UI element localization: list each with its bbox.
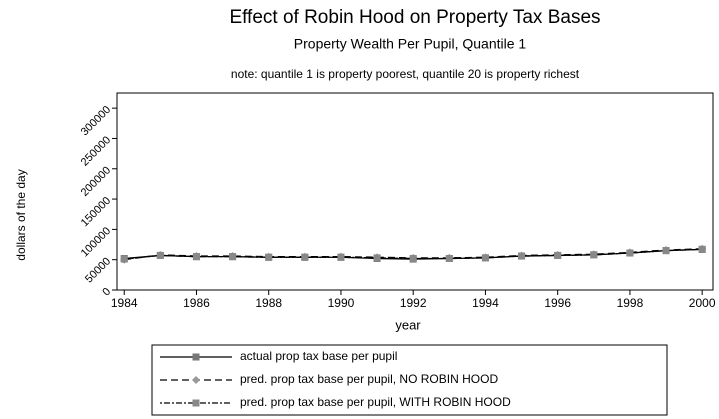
marker (120, 255, 128, 263)
marker (156, 251, 164, 259)
x-tick-label: 1986 (183, 296, 210, 310)
marker (409, 254, 417, 262)
legend-label: pred. prop tax base per pupil, NO ROBIN … (240, 372, 498, 386)
marker (192, 253, 200, 261)
marker (590, 251, 598, 259)
marker (554, 251, 562, 259)
marker (662, 247, 670, 255)
marker (229, 253, 237, 261)
y-tick-label: 150000 (79, 195, 113, 229)
marker (698, 245, 706, 253)
marker (192, 353, 200, 361)
chart-note: note: quantile 1 is property poorest, qu… (231, 67, 580, 81)
marker (192, 399, 200, 407)
y-tick-label: 300000 (79, 104, 113, 138)
y-tick-label: 200000 (79, 164, 113, 198)
x-tick-label: 2000 (689, 296, 716, 310)
chart-title: Effect of Robin Hood on Property Tax Bas… (229, 7, 600, 28)
x-tick-label: 1990 (328, 296, 355, 310)
chart-subtitle: Property Wealth Per Pupil, Quantile 1 (294, 36, 527, 52)
x-tick-label: 1988 (255, 296, 282, 310)
marker (265, 253, 273, 261)
y-tick-label: 100000 (79, 225, 113, 259)
marker (301, 253, 309, 261)
y-tick-label: 250000 (79, 134, 113, 168)
legend-label: pred. prop tax base per pupil, WITH ROBI… (240, 395, 511, 409)
x-tick-label: 1992 (400, 296, 427, 310)
legend-label: actual prop tax base per pupil (240, 349, 397, 363)
marker (445, 254, 453, 262)
legend-box (151, 344, 668, 416)
marker (481, 254, 489, 262)
x-tick-label: 1996 (544, 296, 571, 310)
marker (337, 253, 345, 261)
y-axis-label: dollars of the day (14, 169, 28, 260)
x-axis-label: year (395, 317, 421, 332)
marker (373, 254, 381, 262)
marker (626, 249, 634, 257)
x-tick-label: 1994 (472, 296, 499, 310)
x-tick-label: 1998 (617, 296, 644, 310)
plot-frame (116, 92, 714, 291)
marker (518, 252, 526, 260)
y-tick-label: 50000 (83, 255, 113, 285)
x-tick-label: 1984 (111, 296, 138, 310)
marker (192, 376, 200, 384)
